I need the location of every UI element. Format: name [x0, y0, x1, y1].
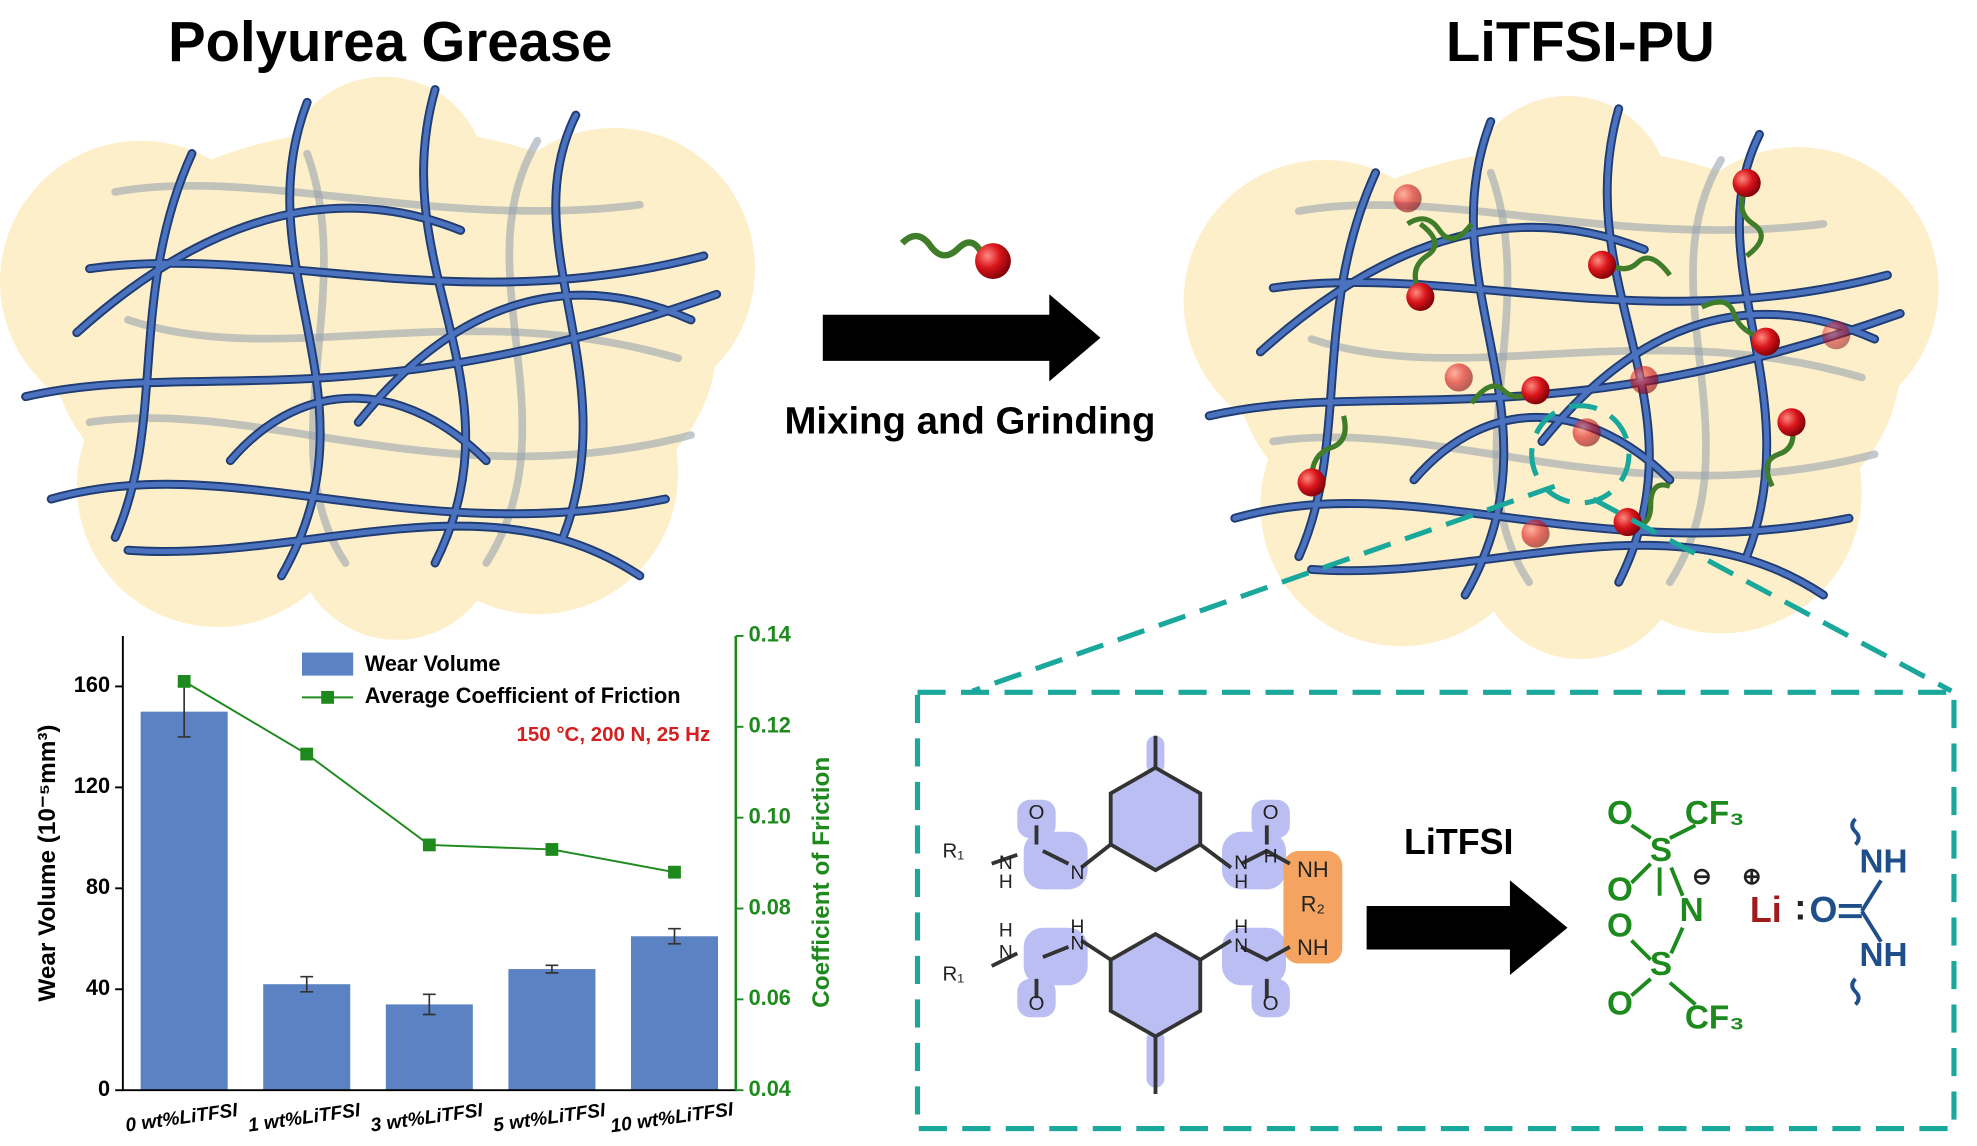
bar	[508, 969, 596, 1091]
error-bar	[668, 927, 681, 945]
cof-marker	[300, 747, 314, 761]
atom-label: NH	[1297, 935, 1328, 960]
y2-tick-label: 0.14	[749, 622, 791, 647]
cof-marker	[422, 838, 436, 852]
atom-label: S	[1650, 946, 1672, 983]
atom-label: NH	[1860, 937, 1908, 974]
atom-label: N	[1071, 863, 1085, 884]
x-tick-label: 10 wt%LiTFSI	[609, 1099, 735, 1137]
bar	[140, 711, 228, 1091]
bar	[263, 984, 351, 1091]
legend-label: Wear Volume	[365, 651, 501, 676]
additive-icon	[899, 232, 1011, 279]
reaction-label: LiTFSI	[1404, 822, 1513, 862]
atom-label: O	[1029, 992, 1045, 1015]
atom-label: N	[999, 853, 1013, 874]
atom-label: R₁	[942, 962, 964, 985]
atom-label: ⊕	[1742, 863, 1761, 889]
atom-label: N	[1234, 853, 1248, 874]
y2-tick-label: 0.08	[749, 894, 791, 919]
right-title: LiTFSI-PU	[1446, 10, 1715, 73]
legend-swatch	[321, 690, 334, 704]
atom-label: S	[1650, 832, 1672, 869]
atom-label: NH	[1860, 844, 1908, 881]
atom-label: O	[1263, 992, 1279, 1015]
chart: 0 wt%LiTFSI 1 wt%LiTFSI 3 wt%LiTFSI 5 wt%Li…	[34, 622, 835, 1138]
atom-label: Li	[1750, 890, 1782, 930]
atom-label: H	[1234, 917, 1248, 938]
polyurea-network	[0, 76, 755, 640]
atom-label: O	[1810, 890, 1838, 930]
y2-tick-label: 0.06	[749, 985, 791, 1010]
x-tick-label: 0 wt%LiTFSI	[124, 1100, 239, 1137]
y-tick-label: 120	[74, 773, 110, 798]
y2-tick-label: 0.12	[749, 713, 791, 738]
atom-label: N	[1234, 936, 1248, 957]
urea-bonds	[1838, 817, 1883, 1006]
process-arrow	[822, 294, 1101, 382]
bonds	[990, 735, 1291, 1095]
x-tick-label: 5 wt%LiTFSI	[492, 1100, 607, 1137]
error-bar	[545, 964, 559, 974]
left-title: Polyurea Grease	[168, 10, 612, 73]
zoom-indicator	[914, 403, 1957, 1132]
atom-label: H	[999, 921, 1013, 942]
process-label: Mixing and Grinding	[784, 400, 1155, 443]
atom-label: N	[1680, 892, 1704, 929]
bar	[385, 1004, 473, 1091]
cof-marker	[668, 865, 681, 879]
y2-tick-label: 0.04	[749, 1076, 791, 1101]
legend-label: Average Coefficient of Friction	[365, 683, 681, 708]
x-tick-label: 3 wt%LiTFSI	[369, 1100, 484, 1137]
reaction-arrow	[1366, 880, 1568, 976]
atom-label: NH	[1297, 857, 1328, 882]
atom-label: H	[1234, 872, 1248, 893]
atom-label: R₂	[1301, 892, 1325, 917]
y-tick-label: 160	[74, 672, 110, 697]
cof-marker	[177, 674, 191, 688]
atom-label: O	[1607, 872, 1633, 909]
atom-label: O	[1263, 801, 1279, 824]
tfsi-bonds	[1630, 823, 1697, 1006]
atom-label: ⊖	[1692, 863, 1711, 889]
x-tick-label: 1 wt%LiTFSI	[247, 1100, 362, 1137]
atom-label: CF₃	[1685, 1000, 1745, 1037]
litfsi-pu-network	[1183, 95, 1939, 659]
y-tick-label: 80	[86, 874, 110, 899]
atom-label: H	[999, 872, 1013, 893]
atom-label: O	[1607, 907, 1633, 944]
atom-label: :	[1794, 887, 1806, 927]
y-tick-label: 0	[98, 1076, 110, 1101]
atom-label: H	[1071, 917, 1085, 938]
bar	[630, 936, 718, 1091]
atom-label: O	[1029, 801, 1045, 824]
y-axis-label: Wear Volume (10⁻⁵mm³)	[34, 724, 61, 1001]
error-bar	[422, 993, 436, 1016]
atom-label: O	[1607, 986, 1633, 1023]
atom-label: N	[1071, 933, 1085, 954]
legend-swatch	[302, 652, 354, 676]
y2-tick-label: 0.10	[749, 803, 791, 828]
y-tick-label: 40	[86, 975, 110, 1000]
atom-label: N	[999, 942, 1013, 963]
atom-label: CF₃	[1685, 795, 1745, 832]
error-bar	[300, 975, 314, 993]
atom-label: H	[1264, 846, 1278, 867]
atom-label: R₁	[942, 840, 964, 863]
annotation: 150 °C, 200 N, 25 Hz	[517, 723, 711, 746]
y2-axis-label: Coefficient of Friction	[808, 757, 835, 1008]
cof-marker	[545, 843, 559, 856]
atom-label: O	[1607, 795, 1633, 832]
highlight	[1283, 850, 1343, 964]
